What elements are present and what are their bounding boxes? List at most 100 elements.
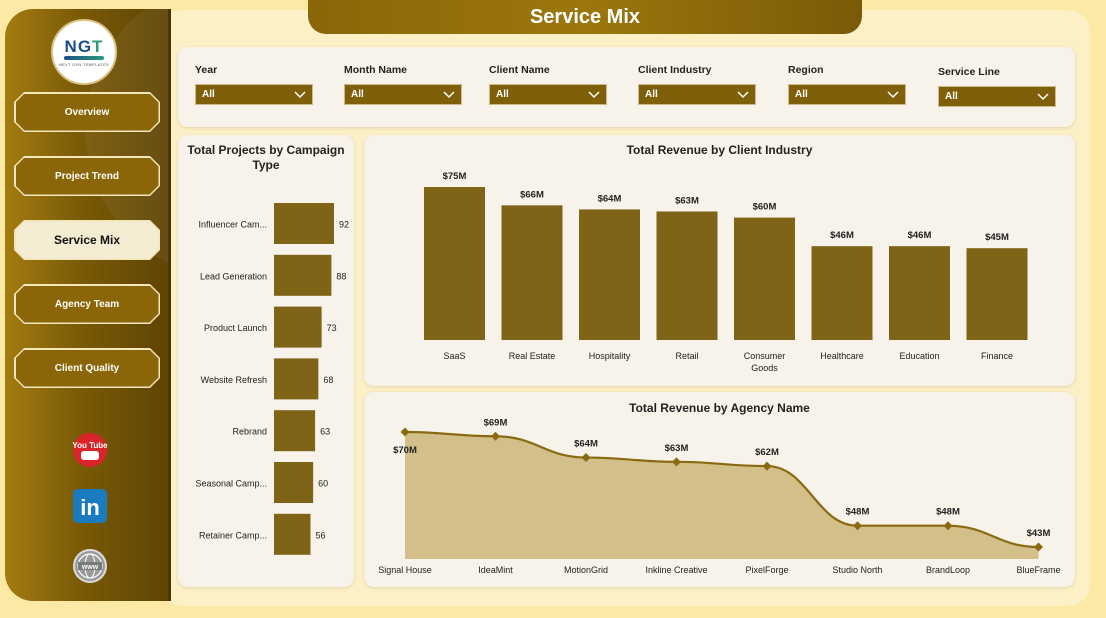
point-value-label: $70M [393,445,417,456]
dropdown-value: All [795,89,808,100]
bar-category-label: Retainer Camp... [199,530,267,540]
nav-agency-team[interactable]: Agency Team [14,284,160,324]
bar [274,306,322,348]
linkedin-text: in [80,495,100,520]
bar [656,211,718,340]
filter-label: Client Industry [638,64,712,76]
web-text: www [81,564,99,571]
filter-label: Service Line [938,66,1000,78]
bar-category-label: Product Launch [204,323,267,333]
bar-value-label: $66M [520,189,544,200]
filter-region: Region All [788,64,906,105]
filter-label: Year [195,64,218,76]
youtube-icon[interactable]: You Tube [72,432,108,468]
chevron-down-icon [737,90,749,98]
data-point [1034,542,1043,552]
x-tick-label: Inkline Creative [645,565,707,575]
bar-value-label: $46M [830,230,854,241]
dropdown-value: All [645,89,658,100]
page-title: Service Mix [308,0,862,34]
logo-subtitle: NEXT GEN TEMPLATES [58,61,110,67]
dropdown-value: All [202,89,215,100]
filter-client-name: Client Name All [489,64,607,105]
projects-card: Total Projects by Campaign Type Influenc… [178,135,354,587]
bar [274,462,314,503]
bar-value-label: $60M [753,202,777,213]
industry-chart-title: Total Revenue by Client Industry [626,143,813,157]
bar [274,410,316,452]
nav-service-mix-label: Service Mix [15,221,159,259]
bar-value-label: 60 [318,479,328,489]
bar-category-label: Rebrand [232,427,267,437]
x-tick-label: Consumer Goods [744,351,786,373]
nav-service-mix[interactable]: Service Mix [14,220,160,260]
point-value-label: $62M [755,447,779,458]
bar-value-label: $63M [675,195,699,206]
month-name-dropdown[interactable]: All [344,84,462,105]
filter-client-industry: Client Industry All [638,64,756,105]
bar-category-label: Influencer Cam... [198,220,267,230]
filter-label: Region [788,64,824,76]
data-point [672,457,681,467]
logo-mark: NGT [64,36,104,56]
bar-category-label: Website Refresh [201,375,267,385]
bar-value-label: 56 [316,530,326,540]
dropdown-value: All [351,89,364,100]
agency-card: Total Revenue by Agency Name $70M Signal … [364,392,1075,587]
bar-value-label: 92 [339,220,349,230]
bar-value-label: 73 [327,323,337,333]
bar [966,248,1028,340]
bar-value-label: $46M [908,230,932,241]
point-value-label: $48M [846,507,870,518]
nav-overview[interactable]: Overview [14,92,160,132]
globe-icon[interactable]: www [72,548,108,584]
linkedin-icon[interactable]: in [72,488,108,524]
service-line-dropdown[interactable]: All [938,86,1056,107]
x-tick-label: Studio North [832,565,882,575]
bar [579,209,640,340]
x-tick-label: PixelForge [745,565,788,575]
series-line [404,430,1039,549]
x-tick-label: Hospitality [589,351,631,361]
nav-project-trend[interactable]: Project Trend [14,156,160,196]
bar-value-label: $64M [598,193,622,204]
filter-label: Month Name [344,64,407,76]
bar [889,246,950,340]
data-point [581,453,591,463]
projects-chart: Influencer Cam... 92 Lead Generation 88 Prod… [195,203,349,555]
point-value-label: $64M [574,439,598,450]
filters-card: Year All Month Name All Client Name All … [178,47,1075,127]
data-point [853,521,862,531]
chevron-down-icon [1037,92,1049,100]
bar [811,246,873,340]
data-point [491,431,500,441]
agency-chart-title: Total Revenue by Agency Name [629,401,810,415]
nav-client-quality[interactable]: Client Quality [14,348,160,388]
bar-value-label: 88 [336,271,346,281]
nav-project-trend-label: Project Trend [15,157,159,195]
x-tick-label: BlueFrame [1016,565,1060,575]
series-area [405,432,1039,559]
client-name-dropdown[interactable]: All [489,84,607,105]
year-dropdown[interactable]: All [195,84,313,105]
x-tick-label: IdeaMint [478,565,513,575]
x-tick-label: Signal House [378,565,432,575]
youtube-text: You Tube [72,441,108,450]
point-value-label: $69M [484,417,508,428]
dropdown-value: All [945,91,958,102]
chevron-down-icon [443,90,455,98]
client-industry-dropdown[interactable]: All [638,84,756,105]
x-tick-label: MotionGrid [564,565,608,575]
bar [274,513,311,555]
bar [274,203,334,244]
nav-client-quality-label: Client Quality [15,349,159,387]
region-dropdown[interactable]: All [788,84,906,105]
x-tick-label: BrandLoop [926,565,970,575]
point-value-label: $63M [665,443,689,454]
bar-category-label: Seasonal Camp... [195,479,267,489]
x-tick-label: Real Estate [509,351,556,361]
chevron-down-icon [588,90,600,98]
bar [274,358,319,400]
x-tick-label: Education [899,351,939,361]
bar-value-label: 63 [320,427,330,437]
